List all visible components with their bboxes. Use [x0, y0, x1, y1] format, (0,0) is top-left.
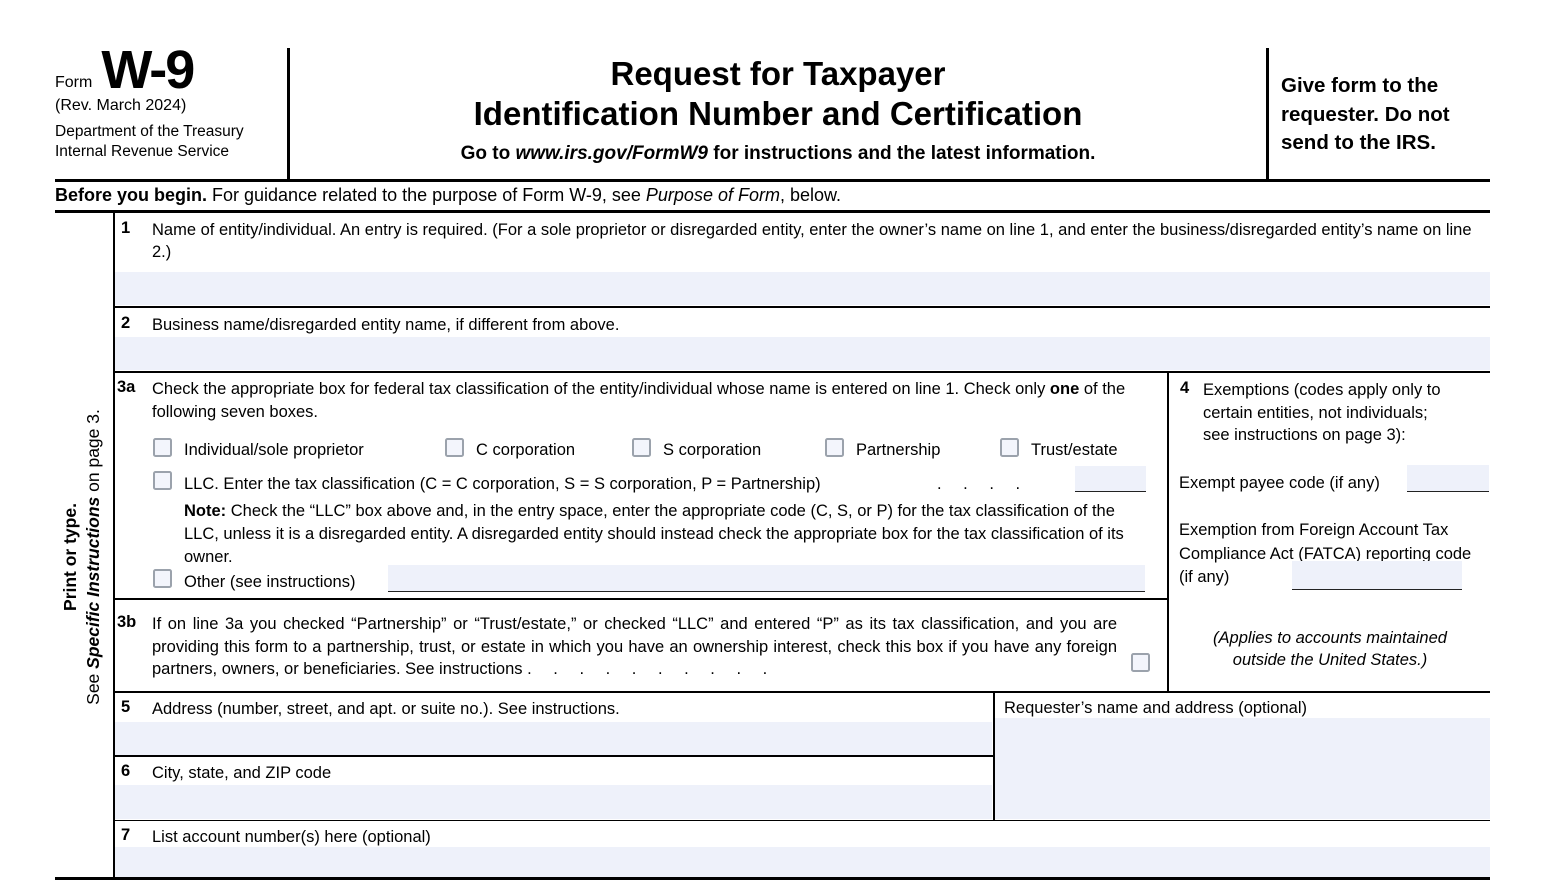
line7-number: 7 [121, 826, 131, 844]
line4-number: 4 [1180, 379, 1190, 397]
requester-divider [993, 692, 995, 820]
address-field[interactable] [114, 722, 992, 755]
agency-name: Internal Revenue Service [55, 143, 230, 161]
form-title-line1: Request for Taxpayer [610, 55, 946, 92]
row-divider [113, 819, 1490, 821]
name-field[interactable] [114, 272, 1490, 305]
exempt-payee-label: Exempt payee code (if any) [1179, 474, 1380, 492]
checkbox-individual-sole-proprietor[interactable] [153, 438, 172, 457]
line3b-dot-leader: . . . . . . . . . . [527, 660, 770, 678]
line2-number: 2 [121, 314, 131, 332]
option-label: S corporation [663, 441, 762, 459]
line5-number: 5 [121, 698, 131, 716]
other-detail-field[interactable] [388, 565, 1145, 592]
form-subtitle: Go to www.irs.gov/FormW9 for instruction… [460, 143, 1096, 164]
checkbox-trust-estate[interactable] [1000, 438, 1019, 457]
header-divider-right [1266, 48, 1269, 179]
before-you-begin: Before you begin. For guidance related t… [55, 185, 842, 205]
line6-number: 6 [121, 762, 131, 780]
checkbox-s-corporation[interactable] [632, 438, 651, 457]
fatca-applies-note: (Applies to accounts maintained outside … [1213, 629, 1447, 669]
checkbox-c-corporation[interactable] [445, 438, 464, 457]
line7-label: List account number(s) here (optional) [152, 828, 431, 846]
specific-instructions-ref: Specific Instructions [83, 496, 103, 669]
llc-tax-code-field[interactable] [1075, 466, 1146, 492]
option-label: Individual/sole proprietor [184, 441, 364, 459]
line4-label: Exemptions (codes apply only to certain … [1203, 381, 1441, 444]
form-revision: (Rev. March 2024) [55, 97, 187, 115]
account-numbers-field[interactable] [114, 847, 1490, 877]
form-identity-block: Form W-9 (Rev. March 2024) Department of… [55, 40, 287, 162]
header-divider-left [287, 48, 290, 179]
exempt-payee-code-field[interactable] [1407, 465, 1489, 492]
department-name: Department of the Treasury [55, 123, 244, 141]
line3a-number: 3a [117, 378, 136, 396]
row-divider [113, 691, 1490, 693]
option-label: C corporation [476, 441, 576, 459]
line1-number: 1 [121, 219, 131, 237]
table-left-rule [113, 212, 115, 880]
row-divider [113, 306, 1490, 308]
line5-label: Address (number, street, and apt. or sui… [152, 700, 620, 718]
fatca-code-field[interactable] [1292, 561, 1462, 590]
line3b-number: 3b [117, 613, 137, 631]
checkbox-foreign-partners[interactable] [1131, 653, 1150, 672]
form-number: W-9 [101, 40, 195, 100]
option-label: Trust/estate [1031, 441, 1118, 459]
checkbox-other[interactable] [153, 569, 172, 588]
line1-label: Name of entity/individual. An entry is r… [152, 221, 1472, 261]
form-title-line2: Identification Number and Certification [473, 95, 1083, 132]
line6-label: City, state, and ZIP code [152, 764, 332, 782]
fatca-label: Exemption from Foreign Account Tax Compl… [1179, 521, 1472, 586]
row-divider [113, 755, 994, 757]
requester-label: Requester’s name and address (optional) [1004, 699, 1307, 717]
checkbox-llc[interactable] [153, 471, 172, 490]
form-word: Form [55, 74, 93, 92]
purpose-of-form-ref: Purpose of Form [645, 185, 780, 205]
option-label: Partnership [856, 441, 941, 459]
header-rule [55, 179, 1490, 182]
line2-label: Business name/disregarded entity name, i… [152, 316, 620, 334]
city-state-zip-field[interactable] [114, 785, 992, 819]
row-divider [113, 371, 1490, 373]
page-bottom-rule [55, 877, 1490, 880]
row-divider [113, 598, 1167, 600]
llc-label: LLC. Enter the tax classification (C = C… [184, 475, 821, 493]
llc-dot-leader: . . . . [937, 475, 1023, 493]
print-or-type-note: Print or type. See Specific Instructions… [60, 409, 103, 705]
line3a-label: Check the appropriate box for federal ta… [152, 380, 1126, 421]
intro-rule [55, 210, 1490, 213]
llc-note: Note: Check the “LLC” box above and, in … [184, 502, 1124, 566]
checkbox-partnership[interactable] [825, 438, 844, 457]
give-form-note: Give form to the requester. Do not send … [1281, 74, 1450, 154]
other-label: Other (see instructions) [184, 573, 356, 591]
form-title-block: Request for Taxpayer Identification Numb… [290, 54, 1266, 165]
line3b-text: If on line 3a you checked “Partnership” … [152, 615, 1117, 678]
irs-url: www.irs.gov/FormW9 [515, 143, 708, 164]
requester-name-address-field[interactable] [994, 718, 1490, 819]
business-name-field[interactable] [114, 337, 1490, 370]
column-divider [1167, 373, 1169, 692]
